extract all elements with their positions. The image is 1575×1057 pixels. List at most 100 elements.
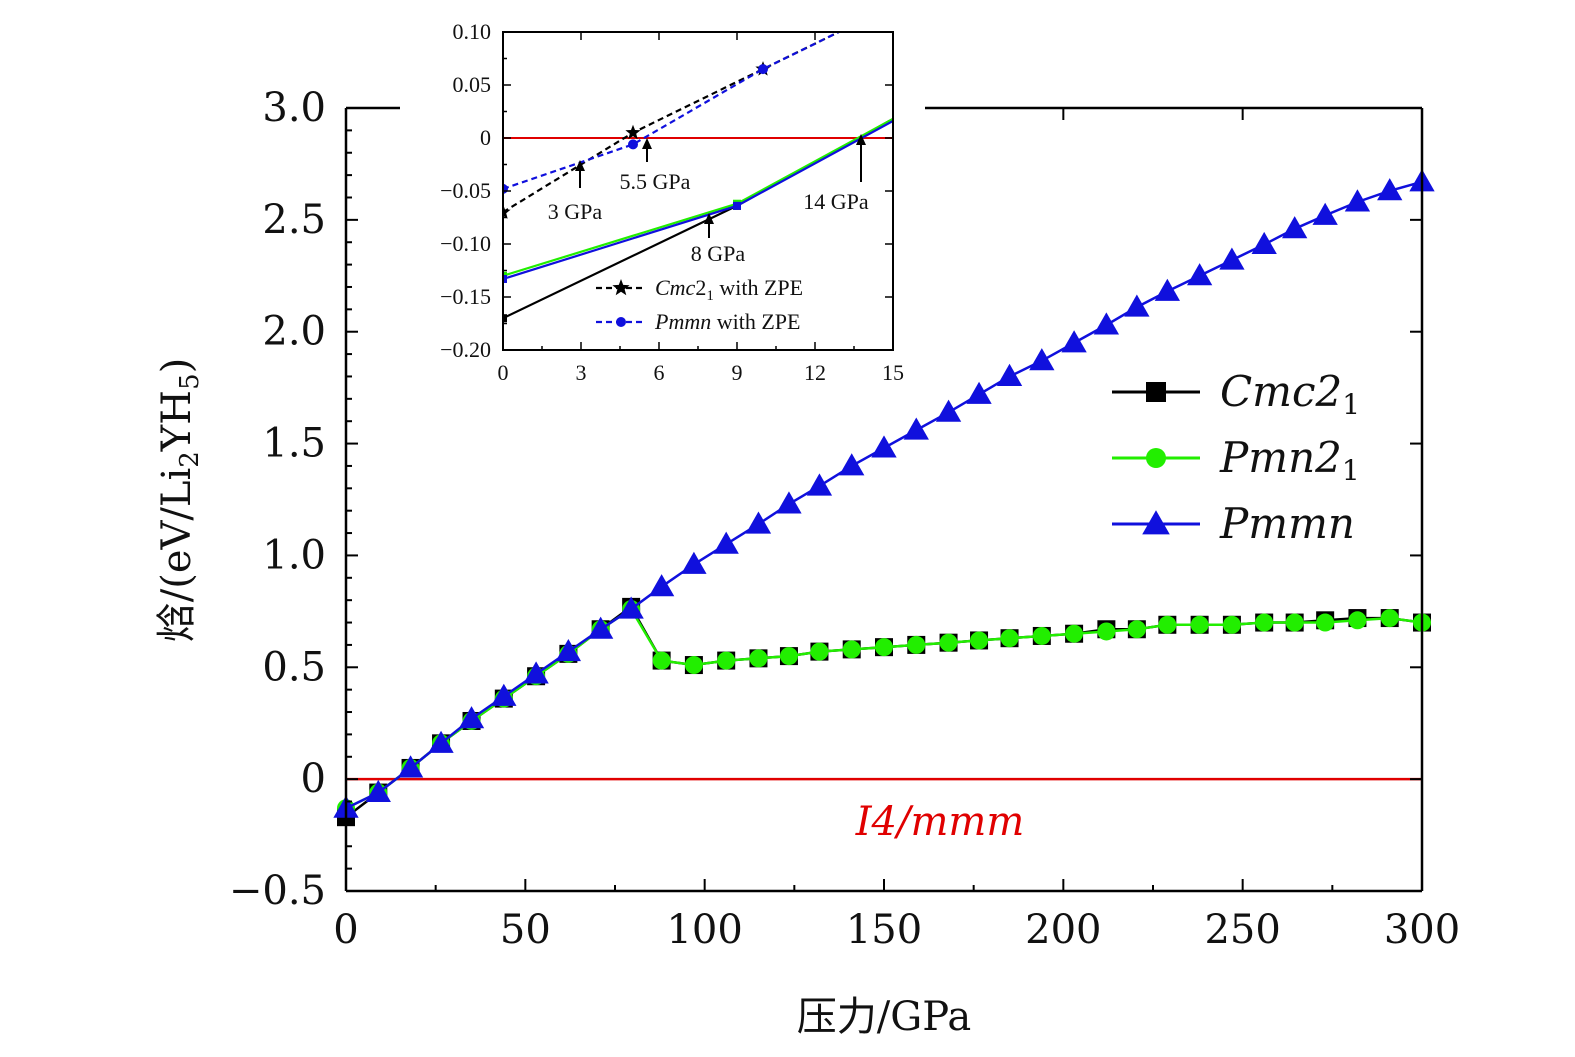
data-point — [681, 551, 707, 574]
data-point — [996, 363, 1023, 386]
inset-x-tick-label: 0 — [498, 360, 509, 385]
data-point — [1032, 626, 1051, 645]
inset-data-point — [503, 274, 507, 283]
x-axis-label: 压力/GPa — [797, 994, 971, 1040]
data-point — [1255, 613, 1274, 632]
legend-label: Cmc21 — [1220, 367, 1360, 421]
y-tick-label: 0 — [301, 756, 326, 802]
annotation-label: 3 GPa — [548, 199, 603, 224]
inset-data — [503, 32, 893, 323]
data-point — [806, 473, 833, 496]
series-pmmn — [333, 169, 1435, 818]
inset-x-tick-label: 6 — [654, 360, 665, 385]
y-tick-label: 2.0 — [262, 309, 326, 355]
x-tick-label: 50 — [500, 907, 551, 953]
data-point — [1061, 330, 1087, 353]
legend-marker — [1142, 510, 1170, 535]
inset-data-point — [625, 124, 641, 140]
data-point — [966, 381, 992, 404]
inset-series-line — [503, 32, 842, 190]
data-point — [839, 453, 865, 476]
inset-data-point — [758, 64, 768, 75]
data-point — [1312, 202, 1338, 225]
main-plot: 0 50 100 150 200 250 300−0.500.51.01.52.02.53.… — [229, 85, 1460, 953]
inset-x-tick-label: 9 — [732, 360, 743, 385]
data-point — [458, 706, 485, 729]
legend-marker — [1146, 382, 1166, 402]
inset-y-tick-label: −0.20 — [440, 337, 491, 362]
annotation-arrow-head — [642, 138, 652, 149]
data-point — [749, 649, 768, 668]
data-point — [523, 661, 549, 684]
data-point — [842, 640, 861, 659]
data-point — [970, 631, 989, 650]
inset-plot: 0 3 6 9 12 15 −0.20 −0.15 −0.10 −0.05 0 0.05 0.10 3 G… — [400, 18, 925, 396]
y-axis-label-suffix: ) — [154, 358, 200, 374]
annotation-arrow-head — [575, 160, 585, 171]
data-point — [1190, 615, 1209, 634]
data-point — [776, 491, 802, 514]
data-point — [1285, 613, 1304, 632]
data-point — [1000, 629, 1019, 648]
inset-annotation: 3 GPa — [548, 160, 603, 224]
data-point — [903, 417, 929, 440]
data-point — [745, 511, 772, 534]
x-tick-label: 150 — [846, 907, 922, 953]
data-point — [648, 574, 675, 597]
legend: Cmc21 Pmn21 Pmmn — [1112, 367, 1360, 548]
y-axis-label-mid: YH — [154, 390, 200, 452]
legend-item-pmn2: Pmn21 — [1112, 433, 1360, 487]
y-axis-label-prefix: 焓/(eV/Li — [154, 468, 200, 642]
annotation-arrow-head — [704, 213, 714, 224]
data-point — [1344, 189, 1371, 212]
data-point — [779, 647, 798, 666]
inset-data-point — [733, 201, 741, 210]
y-tick-label: 3.0 — [262, 85, 326, 131]
y-axis-label-sub1: 2 — [175, 451, 205, 468]
inset-series — [503, 120, 893, 283]
inset-legend-marker — [612, 279, 630, 296]
data-point — [1377, 178, 1403, 201]
inset-legend-item: Pmmn with ZPE — [596, 309, 800, 334]
data-point — [1124, 294, 1150, 317]
data-point — [875, 638, 893, 657]
data-point — [871, 435, 897, 458]
data-point — [1154, 278, 1180, 301]
data-point — [1065, 624, 1084, 643]
inset-annotation: 8 GPa — [691, 213, 746, 266]
annotation-label: 5.5 GPa — [620, 169, 691, 194]
data-point — [1097, 622, 1116, 641]
annotation-label: 8 GPa — [691, 241, 746, 266]
data-point — [1348, 611, 1367, 630]
y-tick-label: −0.5 — [229, 868, 326, 914]
legend-label: Pmmn — [1219, 499, 1355, 548]
inset-x-tick-label: 3 — [576, 360, 587, 385]
y-tick-label: 1.5 — [262, 421, 326, 467]
inset-annotation: 14 GPa — [803, 134, 869, 214]
data-point — [555, 638, 582, 662]
inset-legend-item: Cmc21 with ZPE — [596, 275, 803, 304]
inset-y-tick-label: −0.05 — [440, 178, 491, 203]
data-point — [1219, 247, 1245, 270]
inset-series-line — [503, 32, 842, 214]
data-point — [810, 642, 829, 661]
data-point — [939, 633, 958, 652]
series-cmc2 — [337, 597, 1431, 827]
inset-x-tick-label: 12 — [804, 360, 826, 385]
inset-legend-label: Pmmn with ZPE — [654, 309, 800, 334]
data-point — [1222, 615, 1241, 634]
data-point — [365, 779, 391, 803]
data-point — [1251, 231, 1277, 254]
annotation-arrow-head — [856, 134, 866, 145]
inset-background — [400, 18, 925, 396]
data-point — [1093, 312, 1120, 335]
legend-item-pmmn: Pmmn — [1112, 499, 1355, 548]
data-point — [1127, 620, 1146, 639]
y-tick-label: 0.5 — [262, 644, 326, 690]
y-tick-label: 2.5 — [262, 197, 326, 243]
data-point — [1029, 348, 1055, 371]
data-point — [1158, 615, 1177, 634]
series-pmn2 — [337, 600, 1431, 818]
data-point — [907, 635, 926, 654]
data-point — [588, 616, 614, 639]
